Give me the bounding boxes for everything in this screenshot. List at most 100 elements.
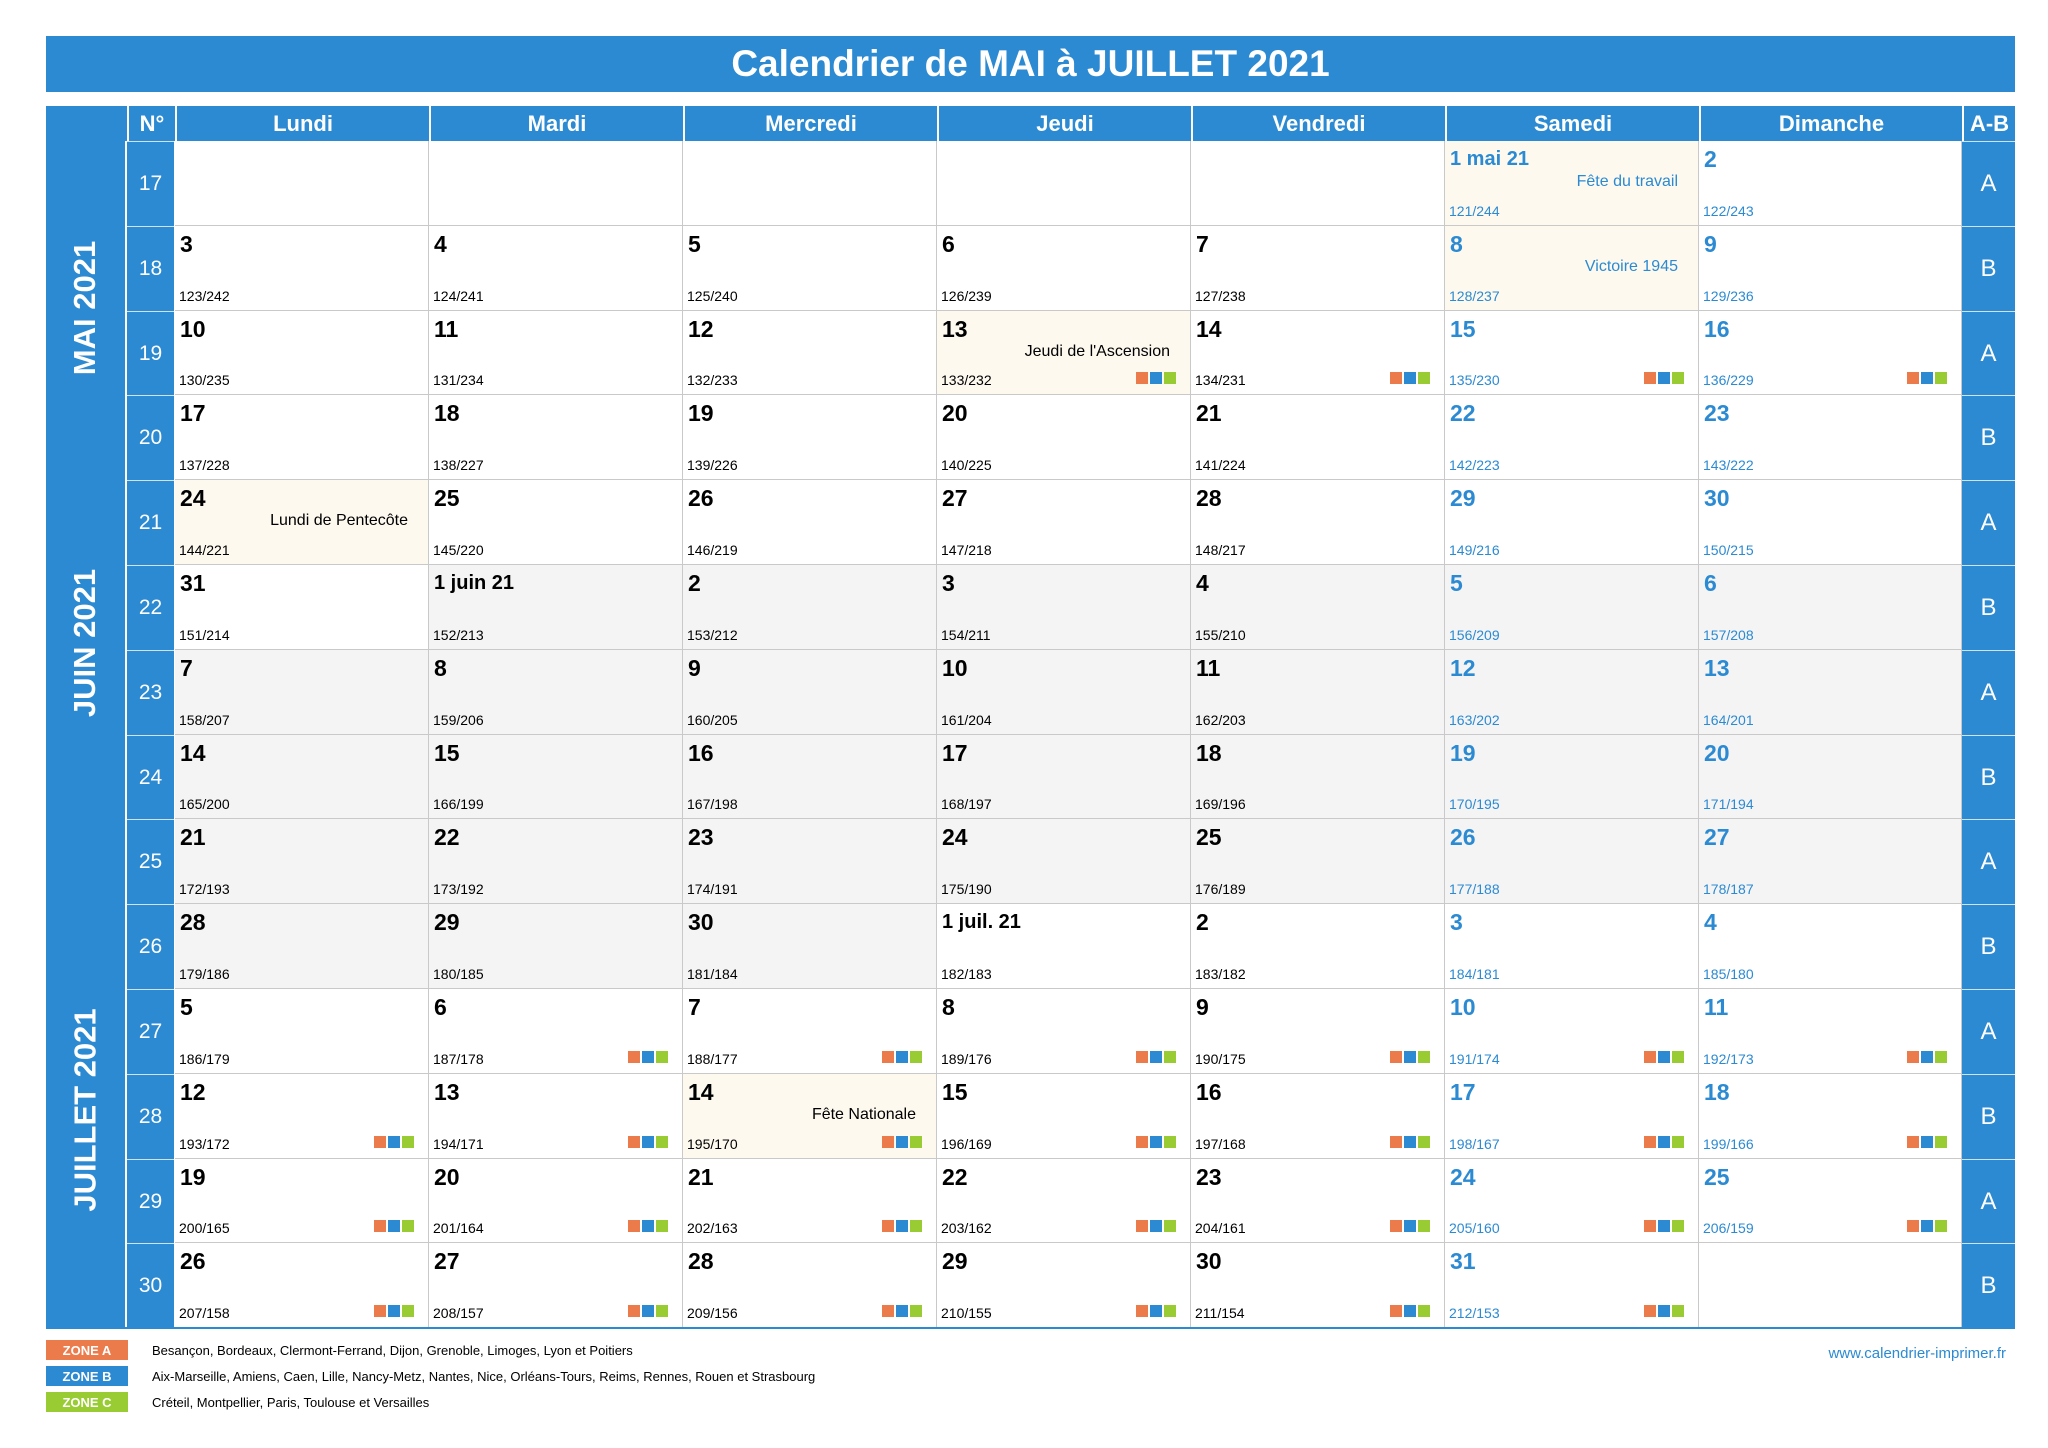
day-cell[interactable]: 11 162/203 — [1191, 650, 1445, 735]
day-cell[interactable]: 22 203/162 — [937, 1159, 1191, 1243]
day-cell[interactable]: 16 197/168 — [1191, 1074, 1445, 1159]
day-cell[interactable]: 19 139/226 — [683, 395, 937, 480]
day-cell[interactable]: 1 juin 21 152/213 — [429, 565, 683, 650]
day-cell[interactable]: 18 199/166 — [1699, 1074, 1962, 1159]
day-cell[interactable]: 4 124/241 — [429, 226, 683, 311]
day-cell[interactable]: 4 155/210 — [1191, 565, 1445, 650]
day-cell[interactable]: 27 178/187 — [1699, 819, 1962, 904]
day-cell[interactable]: 10 161/204 — [937, 650, 1191, 735]
empty-day-cell[interactable] — [683, 141, 937, 226]
empty-day-cell[interactable] — [937, 141, 1191, 226]
day-cell[interactable]: 12 163/202 — [1445, 650, 1699, 735]
day-cell[interactable]: 9 129/236 — [1699, 226, 1962, 311]
day-cell[interactable]: 11 192/173 — [1699, 989, 1962, 1074]
day-cell[interactable]: 5 125/240 — [683, 226, 937, 311]
day-cell[interactable]: 19 170/195 — [1445, 735, 1699, 819]
day-cell[interactable]: 1 juil. 21 182/183 — [937, 904, 1191, 989]
day-cell[interactable]: 12 132/233 — [683, 311, 937, 395]
day-cell[interactable]: 26 177/188 — [1445, 819, 1699, 904]
day-cell[interactable]: 22 173/192 — [429, 819, 683, 904]
day-cell[interactable]: 20 201/164 — [429, 1159, 683, 1243]
day-cell[interactable]: 15 196/169 — [937, 1074, 1191, 1159]
day-cell[interactable]: 12 193/172 — [175, 1074, 429, 1159]
day-cell[interactable]: 7 127/238 — [1191, 226, 1445, 311]
day-cell[interactable]: 20 140/225 — [937, 395, 1191, 480]
day-cell[interactable]: 30 211/154 — [1191, 1243, 1445, 1328]
day-cell[interactable]: 16 167/198 — [683, 735, 937, 819]
empty-day-cell[interactable] — [1699, 1243, 1962, 1328]
day-cell[interactable]: 2 122/243 — [1699, 141, 1962, 226]
day-cell[interactable]: 7 188/177 — [683, 989, 937, 1074]
day-cell[interactable]: 31 151/214 — [175, 565, 429, 650]
day-cell[interactable]: 3 123/242 — [175, 226, 429, 311]
day-cell[interactable]: 2 153/212 — [683, 565, 937, 650]
day-cell[interactable]: 26 207/158 — [175, 1243, 429, 1328]
day-cell[interactable]: 2 183/182 — [1191, 904, 1445, 989]
day-cell[interactable]: 11 131/234 — [429, 311, 683, 395]
day-cell[interactable]: 17 168/197 — [937, 735, 1191, 819]
day-cell[interactable]: 7 158/207 — [175, 650, 429, 735]
day-cell[interactable]: 16 136/229 — [1699, 311, 1962, 395]
day-cell[interactable]: 29 210/155 — [937, 1243, 1191, 1328]
day-cell[interactable]: 5 156/209 — [1445, 565, 1699, 650]
day-cell[interactable]: 4 185/180 — [1699, 904, 1962, 989]
day-cell[interactable]: 23 143/222 — [1699, 395, 1962, 480]
day-cell[interactable]: 24 175/190 — [937, 819, 1191, 904]
day-cell[interactable]: 3 154/211 — [937, 565, 1191, 650]
day-cell[interactable]: 24 205/160 — [1445, 1159, 1699, 1243]
day-cell[interactable]: 28 209/156 — [683, 1243, 937, 1328]
day-cell[interactable]: 30 181/184 — [683, 904, 937, 989]
week-number: 17 — [127, 141, 174, 226]
day-cell[interactable]: 28 179/186 — [175, 904, 429, 989]
day-cell[interactable]: 3 184/181 — [1445, 904, 1699, 989]
day-cell[interactable]: 8 159/206 — [429, 650, 683, 735]
day-cell[interactable]: 23 204/161 — [1191, 1159, 1445, 1243]
day-cell[interactable]: 10 130/235 — [175, 311, 429, 395]
day-cell[interactable]: 20 171/194 — [1699, 735, 1962, 819]
day-cell[interactable]: 17 137/228 — [175, 395, 429, 480]
day-cell[interactable]: 30 150/215 — [1699, 480, 1962, 565]
day-cell[interactable]: 18 169/196 — [1191, 735, 1445, 819]
day-cell[interactable]: 22 142/223 — [1445, 395, 1699, 480]
day-cell[interactable]: 25 176/189 — [1191, 819, 1445, 904]
empty-day-cell[interactable] — [175, 141, 429, 226]
day-cell[interactable]: 23 174/191 — [683, 819, 937, 904]
day-cell[interactable]: 8 189/176 — [937, 989, 1191, 1074]
day-cell[interactable]: 15 166/199 — [429, 735, 683, 819]
day-cell[interactable]: 21 202/163 — [683, 1159, 937, 1243]
day-cell[interactable]: 19 200/165 — [175, 1159, 429, 1243]
day-cell[interactable]: 27 147/218 — [937, 480, 1191, 565]
day-cell[interactable]: 26 146/219 — [683, 480, 937, 565]
day-cell[interactable]: 8 Victoire 1945 128/237 — [1445, 226, 1699, 311]
day-cell[interactable]: 9 190/175 — [1191, 989, 1445, 1074]
day-cell[interactable]: 13 194/171 — [429, 1074, 683, 1159]
day-cell[interactable]: 15 135/230 — [1445, 311, 1699, 395]
day-cell[interactable]: 9 160/205 — [683, 650, 937, 735]
day-cell[interactable]: 28 148/217 — [1191, 480, 1445, 565]
day-cell[interactable]: 14 134/231 — [1191, 311, 1445, 395]
day-cell[interactable]: 31 212/153 — [1445, 1243, 1699, 1328]
day-cell[interactable]: 25 206/159 — [1699, 1159, 1962, 1243]
day-cell[interactable]: 6 187/178 — [429, 989, 683, 1074]
day-cell[interactable]: 27 208/157 — [429, 1243, 683, 1328]
day-cell[interactable]: 24 Lundi de Pentecôte 144/221 — [175, 480, 429, 565]
day-cell[interactable]: 14 Fête Nationale 195/170 — [683, 1074, 937, 1159]
day-cell[interactable]: 1 mai 21 Fête du travail 121/244 — [1445, 141, 1699, 226]
day-cell[interactable]: 17 198/167 — [1445, 1074, 1699, 1159]
empty-day-cell[interactable] — [1191, 141, 1445, 226]
day-cell[interactable]: 21 141/224 — [1191, 395, 1445, 480]
day-cell[interactable]: 18 138/227 — [429, 395, 683, 480]
day-cell[interactable]: 21 172/193 — [175, 819, 429, 904]
day-cell[interactable]: 6 126/239 — [937, 226, 1191, 311]
day-cell[interactable]: 29 180/185 — [429, 904, 683, 989]
empty-day-cell[interactable] — [429, 141, 683, 226]
day-cell[interactable]: 13 Jeudi de l'Ascension 133/232 — [937, 311, 1191, 395]
day-cell[interactable]: 6 157/208 — [1699, 565, 1962, 650]
day-cell[interactable]: 29 149/216 — [1445, 480, 1699, 565]
day-cell[interactable]: 14 165/200 — [175, 735, 429, 819]
day-cell[interactable]: 5 186/179 — [175, 989, 429, 1074]
day-cell[interactable]: 25 145/220 — [429, 480, 683, 565]
day-cell[interactable]: 10 191/174 — [1445, 989, 1699, 1074]
website-link[interactable]: www.calendrier-imprimer.fr — [1828, 1345, 2006, 1362]
day-cell[interactable]: 13 164/201 — [1699, 650, 1962, 735]
